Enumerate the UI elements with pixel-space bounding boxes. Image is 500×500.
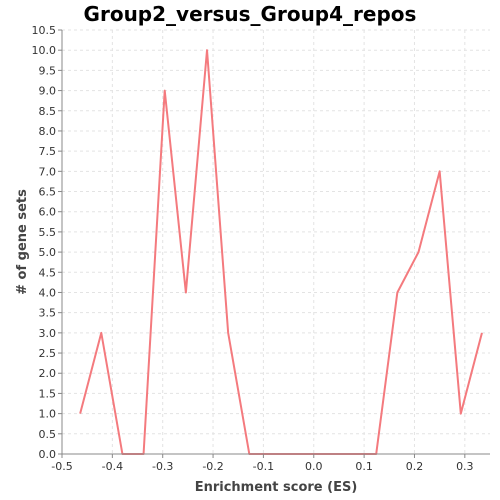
y-tick-label: 6.0	[39, 206, 57, 219]
x-tick-label: 0.1	[355, 460, 373, 473]
y-tick-label: 3.5	[39, 307, 57, 320]
x-tick-label: 0.2	[406, 460, 424, 473]
y-tick-label: 1.0	[39, 408, 57, 421]
y-tick-label: 9.0	[39, 85, 57, 98]
y-tick-label: 10.5	[32, 24, 57, 37]
x-axis-label: Enrichment score (ES)	[195, 480, 358, 495]
y-tick-label: 8.0	[39, 125, 57, 138]
y-tick-label: 5.0	[39, 246, 57, 259]
y-tick-label: 4.5	[39, 266, 57, 279]
x-tick-label: 0.0	[305, 460, 323, 473]
y-tick-label: 4.0	[39, 286, 57, 299]
chart-title: Group2_versus_Group4_repos	[83, 2, 417, 26]
x-tick-label: 0.3	[456, 460, 474, 473]
x-tick-label: -0.1	[253, 460, 274, 473]
y-tick-label: 2.5	[39, 347, 57, 360]
tick-labels: 0.0 0.5 1.0 1.5 2.0 2.5 3.0 3.5 4.0 4.5 5.0 5.5 6.0 6…	[32, 24, 474, 473]
y-tick-label: 7.0	[39, 165, 57, 178]
y-tick-label: 7.5	[39, 145, 57, 158]
y-tick-label: 5.5	[39, 226, 57, 239]
y-tick-label: 9.5	[39, 64, 57, 77]
plot-background	[62, 30, 490, 454]
x-tick-label: -0.2	[202, 460, 223, 473]
y-tick-label: 2.0	[39, 367, 57, 380]
y-tick-label: 0.0	[39, 448, 57, 461]
y-tick-label: 3.0	[39, 327, 57, 340]
y-tick-label: 8.5	[39, 105, 57, 118]
y-tick-label: 1.5	[39, 387, 57, 400]
axes	[58, 29, 490, 458]
y-tick-label: 6.5	[39, 186, 57, 199]
y-axis-label: # of gene sets	[15, 189, 30, 295]
y-tick-label: 0.5	[39, 428, 57, 441]
x-tick-label: -0.5	[51, 460, 72, 473]
y-tick-label: 10.0	[32, 44, 57, 57]
x-tick-label: -0.4	[102, 460, 123, 473]
x-tick-label: -0.3	[152, 460, 173, 473]
grid	[61, 29, 490, 455]
